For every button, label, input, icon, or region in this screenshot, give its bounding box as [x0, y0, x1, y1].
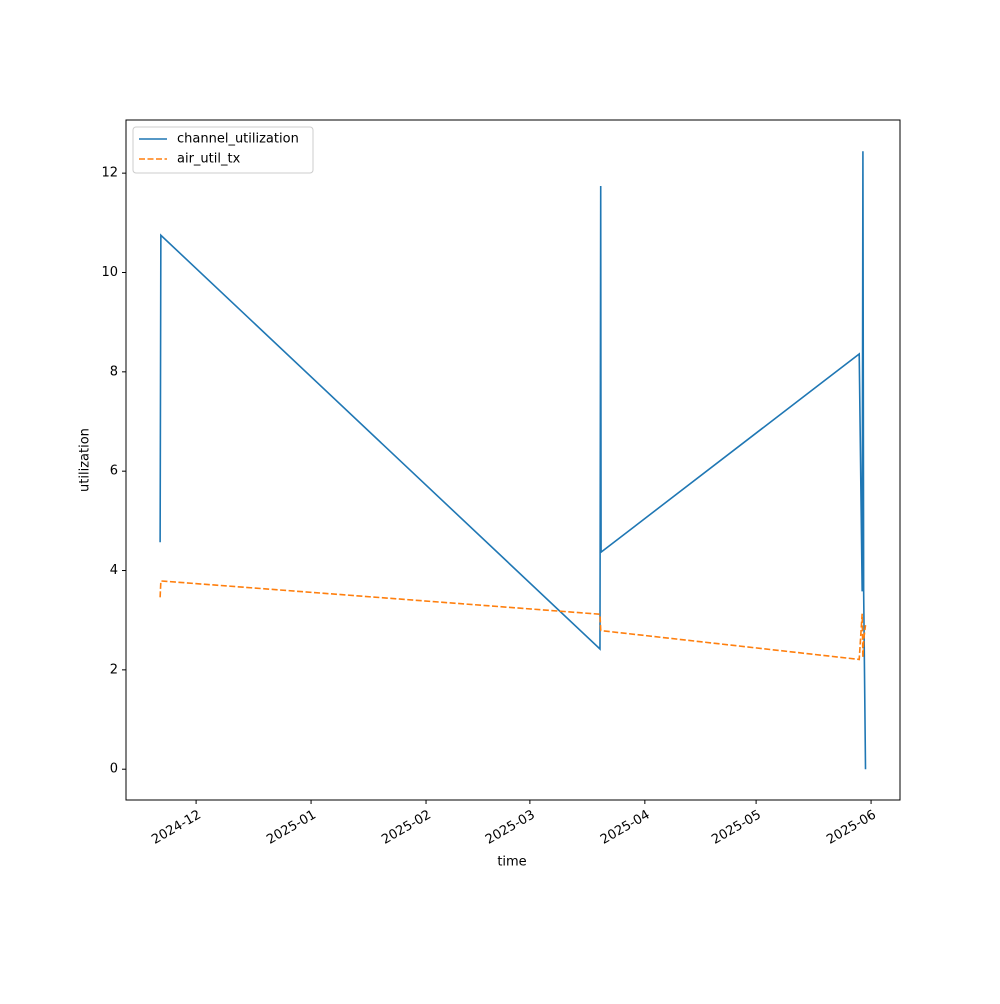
y-tick-label: 4: [110, 563, 118, 578]
y-tick-label: 10: [101, 265, 118, 280]
y-axis-label: utilization: [78, 428, 93, 492]
y-tick-label: 6: [110, 464, 118, 479]
x-tick-label: 2025-04: [598, 808, 653, 848]
data-line: [159, 151, 867, 770]
x-tick-label: 2025-02: [379, 808, 434, 848]
x-tick-label: 2025-06: [824, 808, 879, 848]
legend-label: channel_utilization: [177, 132, 299, 147]
y-tick-label: 12: [101, 166, 118, 181]
data-line: [159, 580, 867, 661]
x-tick-label: 2025-01: [264, 808, 319, 848]
x-tick-label: 2025-05: [709, 808, 764, 848]
x-tick-label: 2024-12: [149, 808, 204, 848]
x-axis-label: time: [497, 855, 526, 870]
y-tick-label: 2: [110, 662, 118, 677]
legend-box: [132, 126, 314, 174]
x-tick-label: 2025-03: [483, 808, 538, 848]
y-tick-label: 8: [110, 364, 118, 379]
plot-frame: [125, 119, 901, 801]
legend-label: air_util_tx: [177, 152, 241, 167]
y-tick-label: 0: [110, 762, 118, 777]
